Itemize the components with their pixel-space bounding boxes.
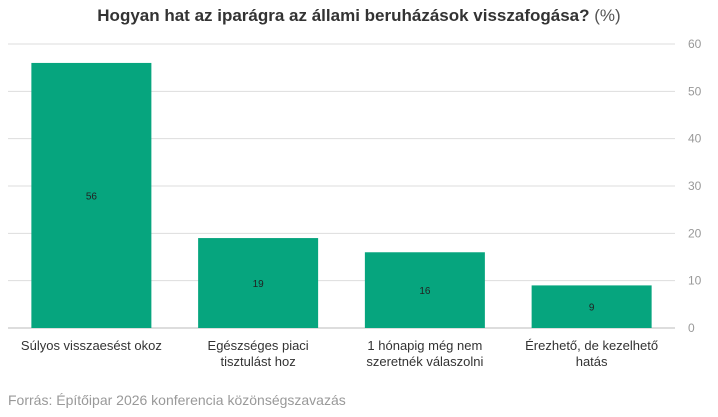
data-label-1: 56: [86, 191, 98, 202]
y-tick-label: 40: [688, 132, 702, 146]
y-tick-label: 30: [688, 179, 702, 193]
y-tick-label: 60: [688, 37, 702, 51]
chart-title-unit: (%): [594, 6, 621, 25]
bar-3: [364, 252, 485, 328]
x-category-label-1: Súlyos visszaesést okoz: [20, 338, 162, 353]
chart-title: Hogyan hat az iparágra az állami beruház…: [0, 6, 718, 26]
data-label-2: 19: [253, 279, 265, 290]
data-label-3: 16: [419, 286, 431, 297]
data-label-4: 9: [589, 303, 595, 314]
y-tick-label: 0: [688, 321, 695, 335]
bar-2: [198, 238, 319, 328]
x-category-label-3: 1 hónapig még nem szeretnék válaszolni: [366, 338, 484, 369]
y-tick-label: 50: [688, 84, 702, 98]
bar-4: [531, 285, 652, 328]
bar-1: [31, 62, 152, 328]
x-category-label-4: Érezhető, de kezelhető hatás: [525, 338, 659, 369]
y-tick-label: 20: [688, 226, 702, 240]
source-note: Forrás: Építőipar 2026 konferencia közön…: [8, 392, 346, 408]
y-tick-label: 10: [688, 274, 702, 288]
x-category-label-2: Egészséges piaci tisztulást hoz: [207, 338, 309, 369]
chart-title-main: Hogyan hat az iparágra az állami beruház…: [97, 6, 590, 25]
